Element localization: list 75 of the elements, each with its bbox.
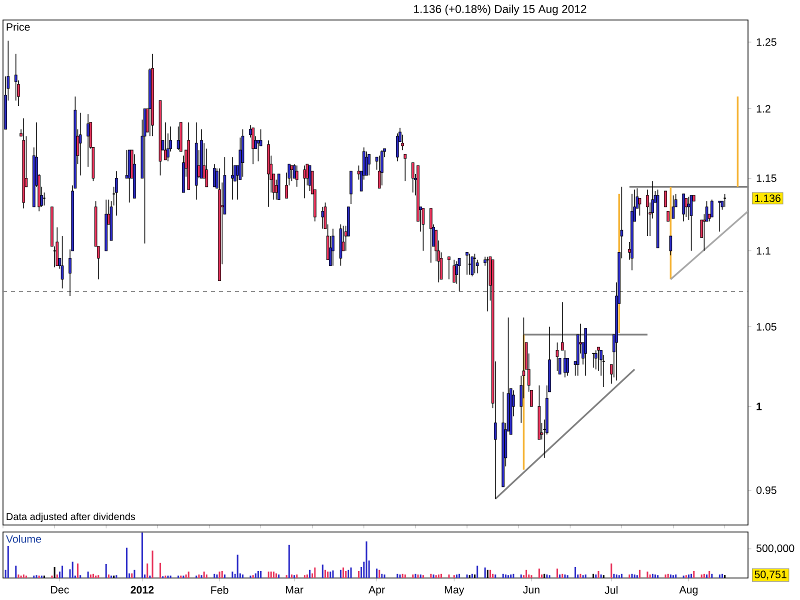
candlestick <box>672 194 675 219</box>
candlestick <box>252 127 254 164</box>
candlestick <box>78 112 82 176</box>
x-tick-label: Aug <box>679 586 698 596</box>
candlestick <box>448 256 450 280</box>
candlestick <box>60 236 64 289</box>
candlestick <box>401 134 404 150</box>
candlestick <box>466 252 468 276</box>
candlestick <box>710 199 714 218</box>
candlestick <box>256 140 260 162</box>
candlestick <box>560 302 564 351</box>
candlestick <box>404 154 407 182</box>
candlestick <box>212 164 216 188</box>
candlestick <box>468 253 472 276</box>
candlestick <box>56 226 59 266</box>
candlestick <box>290 165 294 182</box>
chart-title: 1.136 (+0.18%) Daily 15 Aug 2012 <box>414 4 586 16</box>
candlestick <box>332 228 334 266</box>
x-tick-label: May <box>444 586 464 596</box>
candlestick <box>396 133 399 162</box>
candlestick <box>687 196 690 220</box>
y-axis-title: Volume <box>6 534 42 543</box>
y-tick-label: 1.1 <box>756 247 770 254</box>
x-tick-label: Dec <box>51 586 69 594</box>
candlestick <box>682 194 685 222</box>
candlestick <box>368 154 370 176</box>
y-tick-label: 0.95 <box>756 486 776 494</box>
y-axis-title: Price <box>6 22 30 31</box>
candlestick <box>556 342 559 372</box>
candlestick <box>666 210 670 222</box>
x-tick-label: Jun <box>523 586 540 594</box>
candlestick <box>115 170 118 216</box>
candlestick <box>205 148 208 188</box>
annotation: 1.136 <box>755 194 780 202</box>
candlestick <box>125 150 128 179</box>
candlestick <box>473 253 476 274</box>
candlestick <box>452 259 456 283</box>
y-tick-label: 1.05 <box>756 323 776 331</box>
y-tick-label: 1.2 <box>756 105 770 112</box>
y-tick-label: 1 <box>756 402 762 410</box>
candlestick <box>380 150 384 186</box>
candlestick <box>176 126 180 150</box>
x-tick-label: Mar <box>286 586 304 594</box>
candlestick <box>295 165 298 188</box>
candlestick <box>594 350 598 370</box>
candlestick <box>422 208 425 252</box>
candlestick <box>664 190 667 208</box>
candlestick <box>42 192 46 206</box>
candlestick <box>718 200 722 232</box>
candlestick <box>470 256 474 277</box>
x-tick-label: Apr <box>368 586 385 596</box>
y-tick-label: 1.25 <box>756 38 776 46</box>
candlestick <box>321 206 324 230</box>
candlestick <box>669 236 672 256</box>
candlestick <box>411 162 414 193</box>
candlestick <box>690 194 693 252</box>
candlestick <box>365 151 368 176</box>
candlestick <box>458 258 461 292</box>
x-tick-label: 2012 <box>130 586 154 594</box>
y-tick-label: 1.15 <box>756 174 776 182</box>
candlestick <box>646 189 649 236</box>
annotation: 50,751 <box>754 570 786 580</box>
candlestick <box>638 198 642 216</box>
y-tick-label: 500,000 <box>756 544 794 554</box>
candlestick <box>231 156 234 200</box>
candlestick <box>308 165 312 192</box>
x-tick-label: Feb <box>211 586 228 594</box>
candlestick <box>430 208 432 264</box>
candlestick <box>597 346 600 372</box>
candlestick <box>350 170 352 204</box>
annotation: Data adjusted after dividends <box>6 512 136 522</box>
candlestick <box>375 156 378 170</box>
candlestick <box>164 122 167 160</box>
candlestick <box>684 198 688 218</box>
x-tick-label: Jul <box>604 586 618 594</box>
